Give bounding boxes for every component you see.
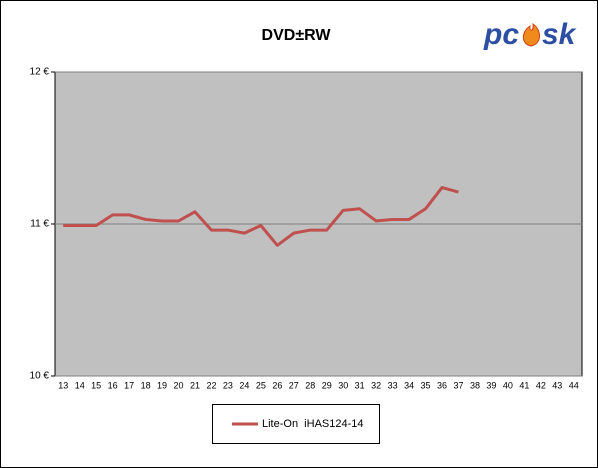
logo-text: sk bbox=[542, 18, 577, 51]
x-tick-label: 16 bbox=[108, 380, 118, 390]
x-tick-label: 17 bbox=[124, 380, 134, 390]
x-tick-label: 20 bbox=[174, 380, 184, 390]
x-tick-label: 44 bbox=[569, 380, 579, 390]
x-tick-label: 18 bbox=[141, 380, 151, 390]
x-tick-label: 33 bbox=[388, 380, 398, 390]
x-tick-label: 15 bbox=[91, 380, 101, 390]
x-tick-label: 38 bbox=[470, 380, 480, 390]
x-tick-label: 35 bbox=[421, 380, 431, 390]
y-tick-label: 11 € bbox=[30, 219, 49, 230]
x-tick-label: 26 bbox=[272, 380, 282, 390]
x-tick-label: 41 bbox=[519, 380, 529, 390]
x-tick-label: 43 bbox=[552, 380, 562, 390]
series-line bbox=[63, 186, 459, 247]
x-tick-label: 39 bbox=[486, 380, 496, 390]
x-tick-label: 27 bbox=[289, 380, 299, 390]
logo-flame bbox=[522, 22, 540, 47]
y-tick-label: 12 € bbox=[30, 67, 50, 78]
y-tick-label: 10 € bbox=[30, 371, 50, 382]
x-tick-label: 24 bbox=[239, 380, 249, 390]
legend-label: Lite-On iHAS124-14 bbox=[262, 418, 364, 430]
x-tick-label: 19 bbox=[157, 380, 167, 390]
x-tick-label: 34 bbox=[404, 380, 414, 390]
x-tick-label: 37 bbox=[453, 380, 463, 390]
chart-title: DVD±RW bbox=[262, 27, 332, 44]
logo: pc sk bbox=[483, 18, 577, 51]
x-tick-label: 13 bbox=[58, 380, 68, 390]
x-tick-label: 42 bbox=[536, 380, 546, 390]
logo-text: pc bbox=[483, 18, 519, 51]
x-tick-label: 22 bbox=[206, 380, 216, 390]
x-tick-label: 21 bbox=[190, 380, 200, 390]
x-tick-label: 23 bbox=[223, 380, 233, 390]
x-tick-label: 36 bbox=[437, 380, 447, 390]
x-tick-label: 28 bbox=[305, 380, 315, 390]
x-tick-label: 14 bbox=[75, 380, 85, 390]
x-tick-label: 30 bbox=[338, 380, 348, 390]
x-tick-label: 40 bbox=[503, 380, 513, 390]
x-tick-label: 32 bbox=[371, 380, 381, 390]
x-tick-label: 25 bbox=[256, 380, 266, 390]
x-tick-label: 29 bbox=[322, 380, 332, 390]
x-tick-label: 31 bbox=[355, 380, 365, 390]
